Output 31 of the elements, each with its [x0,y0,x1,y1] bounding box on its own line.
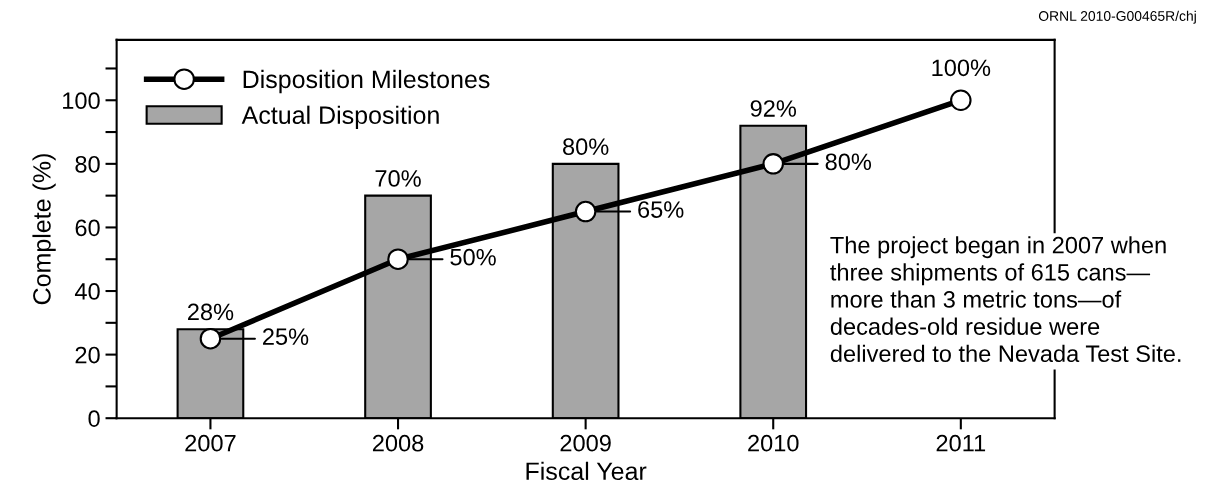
x-tick-label: 2011 [936,434,986,452]
y-tick-label: 40 [74,283,100,300]
data-label: 25% [263,328,309,346]
y-axis-title: Complete (%) [32,154,56,305]
point [387,248,409,270]
point [574,200,597,223]
data-label: 65% [638,201,684,218]
legend-label: Disposition Milestones [243,69,490,94]
data-label: 50% [450,248,496,266]
point [762,153,784,175]
annotation: The project began in 2007 when three shipments of 615 cans— more than 3 metric tons—of decades-old residue were delivered to the Nevada Test Site. [830,236,1181,363]
y-tick-label: 100 [63,92,100,110]
y-tick-label: 0 [88,410,100,427]
point [950,89,972,112]
y-tick-label: 60 [75,219,100,237]
text: ORNL 2010-G00465R/chj [1038,10,1196,24]
x-tick-label: 2009 [560,434,611,452]
data-label: 70% [375,170,421,187]
data-label: 100% [932,59,991,77]
x-axis-title: Fiscal Year [526,461,647,481]
data-label: 92% [750,100,797,117]
point [199,327,222,350]
y-tick-label: 20 [75,346,100,364]
x-tick-label: 2008 [372,434,424,452]
x-tick-label: 2007 [185,434,236,452]
data-label: 80% [563,138,609,156]
data-label: 80% [825,153,872,171]
x-tick-label: 2010 [748,434,799,452]
legend-label: Actual Disposition [241,105,439,129]
y-tick-label: 80 [75,155,100,173]
data-label: 28% [188,303,234,321]
